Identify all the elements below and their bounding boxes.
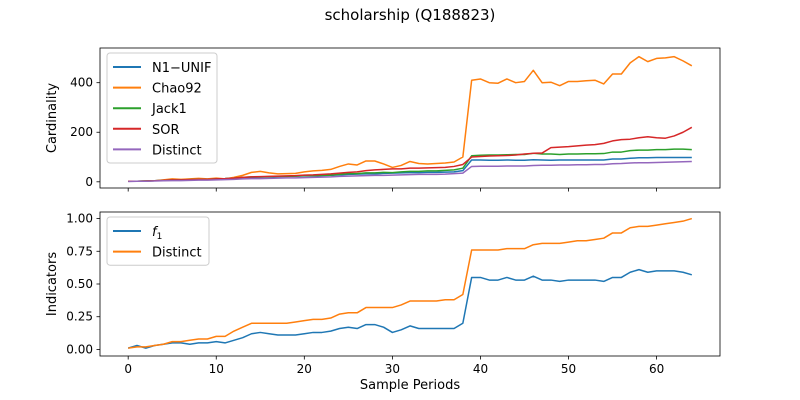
x-tick-label-1-5: 50 (561, 362, 576, 376)
y-tick-label-0-1: 200 (70, 125, 93, 139)
x-tick-label-1-3: 30 (385, 362, 400, 376)
indicators-axes: 0.00 0.25 0.50 0.75 1.00 0 10 20 30 40 50 60 Indicat… (45, 212, 721, 393)
legend-label-0-2: Jack1 (151, 102, 187, 117)
x-tick-label-1-2: 20 (297, 362, 312, 376)
y-axis-label-0: Cardinality (45, 83, 60, 154)
legend-label-0-0: N1−UNIF (152, 61, 211, 76)
y-tick-label-1-2: 0.50 (66, 277, 93, 291)
legend-label-1-1: Distinct (152, 246, 202, 261)
y-tick-label-1-1: 0.25 (66, 310, 93, 324)
x-tick-label-1-6: 60 (649, 362, 664, 376)
x-axis-label-1: Sample Periods (360, 378, 460, 393)
x-tick-label-1-1: 10 (209, 362, 224, 376)
cardinality-axes: 0 200 400 Cardinality N1−UNIF Chao92 Jack1 SOR D… (45, 47, 721, 192)
legend-label-0-1: Chao92 (152, 82, 202, 97)
series-line-0-3 (128, 126, 693, 183)
x-tick-label-1-4: 40 (473, 362, 488, 376)
y-tick-label-1-0: 0.00 (66, 342, 93, 356)
figure-title: scholarship (Q188823) (325, 6, 496, 24)
legend-box-1 (106, 216, 210, 266)
legend-label-0-3: SOR (152, 123, 180, 138)
legend-box-0 (106, 52, 218, 164)
y-tick-label-0-2: 400 (70, 76, 93, 90)
series-line-0-4 (128, 160, 692, 183)
series-line-1-0 (127, 268, 693, 349)
series-line-1-1 (128, 217, 693, 349)
legend-label-0-4: Distinct (152, 143, 202, 158)
x-tick-label-1-0: 0 (124, 362, 132, 376)
y-axis-label-1: Indicators (45, 252, 60, 316)
y-tick-label-1-4: 1.00 (66, 212, 93, 226)
axes-frame-0 (99, 47, 721, 189)
legend-label-1-0: f1 (152, 225, 162, 242)
y-tick-label-0-0: 0 (85, 175, 93, 189)
y-tick-label-1-3: 0.75 (66, 244, 93, 258)
